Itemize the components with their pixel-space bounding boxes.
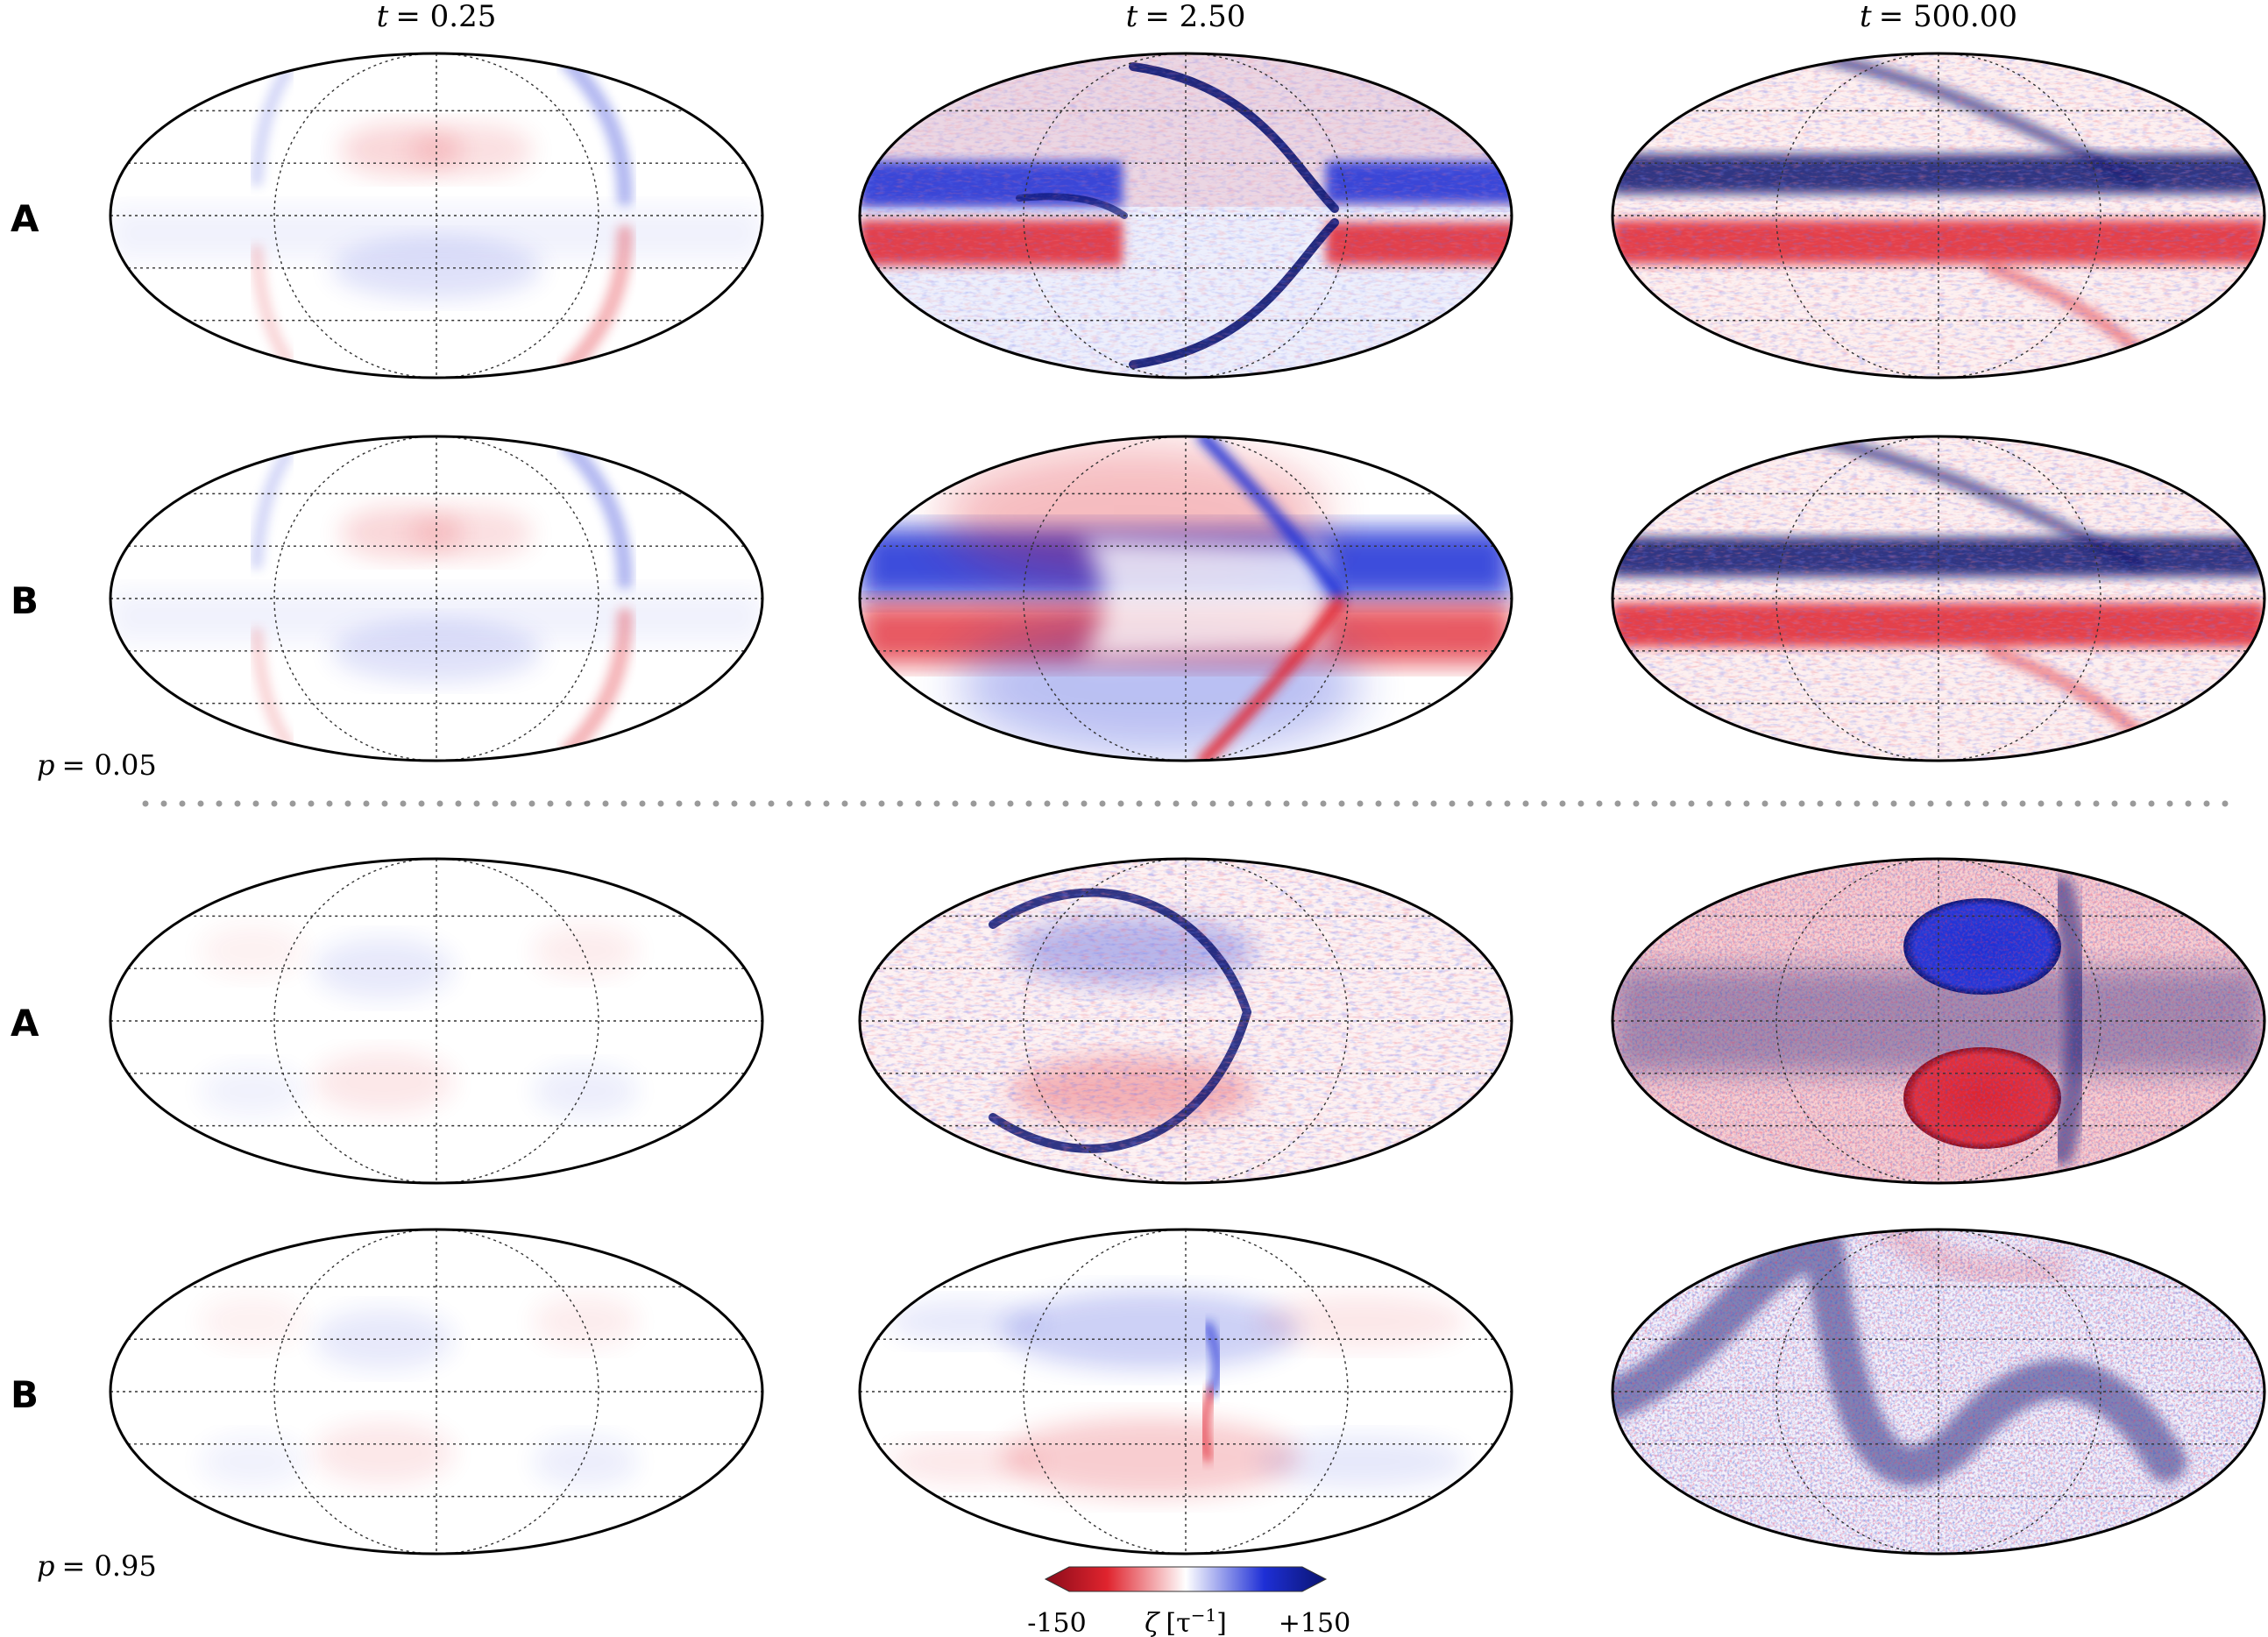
row-label-b-top: B (11, 579, 39, 622)
map-outline (1611, 857, 2266, 1185)
graticule (110, 53, 762, 379)
vorticity-blob (314, 1052, 454, 1113)
vorticity-blob (200, 1435, 305, 1488)
row-label-a-bottom: A (11, 1002, 39, 1045)
vorticity-blob (533, 1435, 638, 1488)
meridian-circle (273, 1229, 599, 1555)
map-outline (858, 1228, 1513, 1556)
vorticity-blob (533, 1295, 638, 1348)
column-header-2: t = 2.50 (1126, 0, 1246, 34)
map-panel-11 (858, 1228, 1513, 1556)
row-label-b-bottom: B (11, 1373, 39, 1416)
row-label-a-top: A (11, 197, 39, 240)
map-panel-3 (1611, 52, 2266, 379)
vorticity-blob (314, 938, 454, 999)
vorticity-filament (560, 54, 633, 206)
map-panel-12 (1611, 1228, 2266, 1556)
colorbar-quantity-label: ζ [τ−1] (1145, 1605, 1227, 1637)
vorticity-filament (1197, 436, 1345, 600)
map-outline (1611, 435, 2266, 762)
map-panel-4 (109, 435, 764, 762)
meridian-circle (273, 53, 599, 379)
vorticity-filament (251, 627, 294, 749)
map-outline (1611, 52, 2266, 379)
vorticity-blob (888, 1300, 1045, 1343)
vorticity-blob (1256, 1295, 1466, 1348)
graticule (1612, 858, 2264, 1184)
vorticity-blob (888, 1440, 1045, 1484)
vorticity-blob (200, 1065, 305, 1117)
vorticity-blob (200, 1295, 305, 1348)
vorticity-filament (1200, 1387, 1216, 1462)
map-panel-8 (858, 857, 1513, 1185)
graticule (110, 436, 762, 762)
graticule (860, 858, 1512, 1184)
graticule (110, 1229, 762, 1555)
column-header-3: t = 500.00 (1860, 0, 2017, 34)
vorticity-filament (251, 448, 294, 570)
map-panel-7 (109, 857, 764, 1185)
meridian-circle (1775, 1229, 2101, 1555)
graticule (1612, 53, 2264, 379)
map-outline (109, 435, 764, 762)
vorticity-filament (560, 225, 633, 377)
map-outline (109, 857, 764, 1185)
vorticity-filament (1203, 1322, 1223, 1396)
colorbar-min-label: -150 (1027, 1608, 1086, 1637)
vorticity-blob (410, 124, 533, 176)
column-header-1: t = 0.25 (377, 0, 497, 34)
meridian-circle (1023, 858, 1349, 1184)
meridian-circle (1023, 436, 1349, 762)
vorticity-blob (200, 925, 305, 977)
map-outline (109, 52, 764, 379)
vorticity-filament (560, 608, 633, 760)
meridian-circle (273, 858, 599, 1184)
map-outline (109, 1228, 764, 1556)
vorticity-blob (533, 1065, 638, 1117)
meridian-circle (1775, 53, 2101, 379)
vorticity-filament (560, 437, 633, 589)
vorticity-blob (410, 507, 533, 559)
group-label-top: p = 0.05 (37, 748, 157, 782)
colorbar-max-label: +150 (1279, 1608, 1350, 1637)
meridian-circle (1023, 1229, 1349, 1555)
meridian-circle (1775, 858, 2101, 1184)
vorticity-blob (1002, 1418, 1300, 1497)
graticule (110, 858, 762, 1184)
vorticity-filament (1197, 597, 1345, 761)
map-panels (109, 52, 2266, 1556)
group-label-bottom: p = 0.95 (37, 1549, 157, 1583)
colorbar: -150 +150 ζ [τ−1] (1027, 1566, 1350, 1637)
map-panel-2 (858, 52, 1513, 379)
vorticity-blob (314, 1422, 454, 1484)
map-panel-5 (858, 435, 1513, 762)
graticule (1612, 436, 2264, 762)
graticule (860, 436, 1512, 762)
map-outline (858, 435, 1513, 762)
vorticity-blob (533, 925, 638, 977)
meridian-circle (273, 436, 599, 762)
map-outline (1611, 1228, 2266, 1556)
graticule (860, 1229, 1512, 1555)
vorticity-blob (1256, 1435, 1466, 1488)
map-panel-9 (1611, 857, 2266, 1185)
map-panel-1 (109, 52, 764, 379)
vorticity-filament (251, 65, 294, 187)
map-outline (858, 857, 1513, 1185)
vorticity-filament (251, 244, 294, 366)
map-panel-10 (109, 1228, 764, 1556)
vorticity-blob (1002, 1291, 1300, 1370)
map-panel-6 (1611, 435, 2266, 762)
graticule (1612, 1229, 2264, 1555)
vorticity-blob (314, 1308, 454, 1370)
map-outline (858, 52, 1513, 379)
graticule (860, 53, 1512, 379)
colorbar-bar (1044, 1566, 1328, 1592)
meridian-circle (1023, 53, 1349, 379)
meridian-circle (1775, 436, 2101, 762)
